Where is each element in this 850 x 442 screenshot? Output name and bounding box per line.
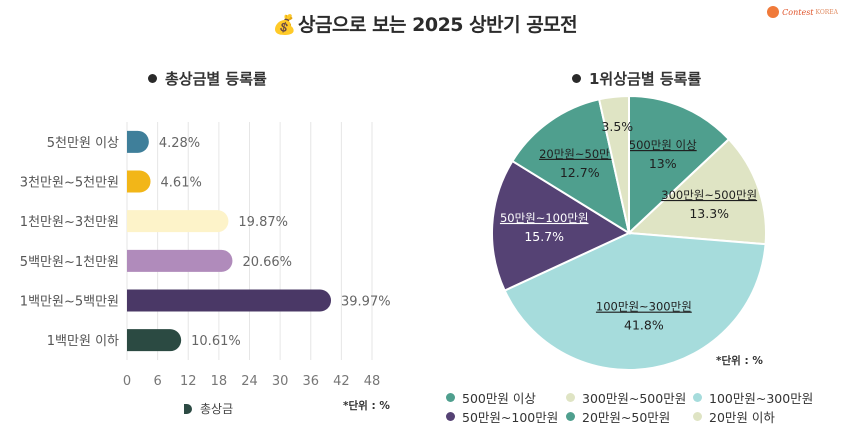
pie-legend-item: 20만원~50만원	[566, 407, 670, 426]
bar-x-tick-label: 12	[180, 374, 197, 389]
pie-legend-label: 500만원 이상	[462, 391, 536, 406]
pie-slice-value-label: 13%	[649, 156, 677, 171]
bar-value-label: 4.28%	[159, 136, 200, 151]
pie-legend-label: 20만원 이하	[709, 410, 775, 425]
pie-legend-item: 100만원~300만원	[693, 388, 813, 407]
pie-slice	[626, 137, 767, 246]
pie-legend-swatch	[566, 393, 575, 402]
pie-slice-name-label: 300만원~500만원	[661, 188, 757, 202]
bar-category-label: 1백만원 이하	[47, 334, 119, 349]
pie-legend-swatch	[446, 412, 455, 421]
pie-slice-value-label: 3.5%	[601, 119, 633, 134]
pie-chart-title-text: 1위상금별 등록률	[589, 70, 702, 88]
bar-x-tick-label: 42	[333, 374, 350, 389]
bar-value-label: 10.61%	[191, 334, 241, 349]
pie-slice	[503, 231, 767, 371]
bar-legend-label: 총상금	[200, 402, 234, 416]
bar-chart-title: 총상금별 등록률	[148, 68, 267, 89]
bar-value-label: 19.87%	[238, 215, 288, 230]
page-title-text: 상금으로 보는 2025 상반기 공모전	[298, 14, 578, 36]
pie-legend-item: 300만원~500만원	[566, 388, 686, 407]
pie-legend-swatch	[693, 412, 702, 421]
bar-x-tick-label: 48	[364, 374, 381, 389]
money-bag-icon: 💰	[272, 14, 297, 36]
bar-x-tick-label: 0	[123, 374, 131, 389]
pie-slice-value-label: 15.7%	[524, 229, 564, 244]
bar-category-label: 1천만원~3천만원	[20, 215, 119, 230]
bar-value-label: 39.97%	[341, 295, 391, 310]
bar-unit-note: *단위 : %	[343, 400, 390, 412]
pie-slice-value-label: 13.3%	[689, 206, 729, 221]
pie-legend-label: 20만원~50만원	[582, 410, 671, 425]
logo-sub: KOREA	[815, 8, 838, 16]
bar-category-label: 3천만원~5천만원	[20, 176, 119, 191]
bar-category-label: 5천만원 이상	[47, 136, 119, 151]
bar-x-tick-label: 6	[153, 374, 161, 389]
bar-x-tick-label: 36	[302, 374, 319, 389]
bar	[127, 170, 151, 193]
pie-chart-title: 1위상금별 등록률	[572, 68, 701, 89]
bar	[127, 329, 182, 352]
contest-korea-logo: Contest KOREA	[767, 6, 838, 18]
pie-slice	[628, 94, 731, 236]
pie-legend-label: 300만원~500만원	[582, 391, 687, 406]
sun-logo-icon	[767, 6, 780, 18]
bar-value-label: 4.61%	[161, 176, 202, 191]
bar-chart: 0 6 12 18 24 30 36 42 48 5천만원 이상 4.28% 3천만원~5천만원 4.6…	[20, 122, 391, 389]
bar-x-tick-label: 30	[272, 374, 289, 389]
pie-slice	[511, 98, 631, 236]
bar	[127, 249, 233, 272]
page-title: 💰 상금으로 보는 2025 상반기 공모전	[0, 10, 850, 37]
pie-legend-label: 100만원~300만원	[709, 391, 814, 406]
pie-unit-note: *단위 : %	[716, 355, 763, 367]
pie-slice-name-label: 100만원~300만원	[596, 300, 692, 314]
pie-legend-item: 20만원 이하	[693, 407, 775, 426]
pie-slice-name-label: 20만원~50만원	[539, 147, 620, 161]
bar-category-label: 1백만원~5백만원	[20, 295, 119, 310]
bullet-icon	[572, 74, 581, 83]
pie-legend-swatch	[566, 412, 575, 421]
bar	[127, 130, 149, 153]
bar	[127, 289, 332, 312]
pie-slice-value-label: 12.7%	[560, 165, 600, 180]
logo-name: Contest	[782, 7, 814, 17]
pie-slice-name-label: 500만원 이상	[629, 138, 697, 152]
pie-legend-item: 50만원~100만원	[446, 407, 558, 426]
bar	[127, 210, 229, 233]
bar-legend: 총상금	[184, 400, 233, 417]
pie-chart: 500만원 이상 13% 300만원~500만원 13.3% 100만원~300만원 41…	[491, 94, 767, 371]
pie-legend-swatch	[446, 393, 455, 402]
pie-legend-label: 50만원~100만원	[462, 410, 559, 425]
bar-category-label: 5백만원~1천만원	[20, 255, 119, 270]
pie-slice	[491, 159, 632, 292]
bar-value-label: 20.66%	[242, 255, 292, 270]
bar-x-tick-label: 24	[241, 374, 258, 389]
pie-legend-swatch	[693, 393, 702, 402]
bar-x-tick-label: 18	[211, 374, 228, 389]
bullet-icon	[148, 74, 157, 83]
pie-legend-item: 500만원 이상	[446, 388, 536, 407]
pie-slice-value-label: 41.8%	[624, 318, 664, 333]
bar-chart-title-text: 총상금별 등록률	[165, 70, 267, 88]
pie-slice	[597, 94, 630, 234]
bar-legend-swatch	[184, 403, 192, 414]
pie-slice-name-label: 50만원~100만원	[500, 211, 589, 225]
